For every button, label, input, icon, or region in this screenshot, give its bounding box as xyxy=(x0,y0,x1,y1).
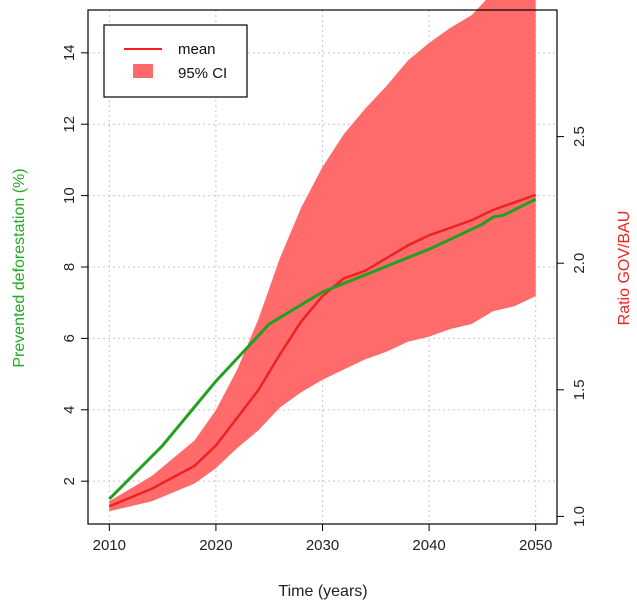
legend-mean-label: mean xyxy=(178,41,216,58)
y-right-tick-label: 2.5 xyxy=(571,126,588,147)
y-left-tick-label: 8 xyxy=(61,263,78,271)
x-tick-label: 2010 xyxy=(93,537,126,554)
prevented-deforestation-line xyxy=(108,197,537,501)
y-axis-right-title: Ratio GOV/BAU xyxy=(616,211,633,326)
y-right-tick-label: 1.5 xyxy=(571,379,588,400)
y-right-tick-label: 2.0 xyxy=(571,253,588,274)
y-left-tick-label: 12 xyxy=(61,116,78,133)
ci-band-95 xyxy=(109,0,536,512)
y-right-tick-label: 1.0 xyxy=(571,506,588,527)
x-tick-label: 2030 xyxy=(306,537,339,554)
y-left-tick-label: 2 xyxy=(61,477,78,485)
x-tick-label: 2040 xyxy=(412,537,445,554)
y-left-tick-label: 6 xyxy=(61,334,78,342)
y-left-tick-label: 10 xyxy=(61,187,78,204)
legend-ci-label: 95% CI xyxy=(178,65,227,82)
legend-box xyxy=(103,24,248,98)
axes: 2010 2020 2030 2040 2050 2 4 6 8 10 12 14 1.0 1.5 2.0 2… xyxy=(61,44,588,554)
legend: mean 95% CI xyxy=(103,24,248,98)
x-tick-label: 2050 xyxy=(519,537,552,554)
y-axis-left-title: Prevented deforestation (%) xyxy=(11,168,28,367)
x-axis-title: Time (years) xyxy=(278,583,367,600)
legend-ci-swatch xyxy=(133,64,153,78)
x-tick-label: 2020 xyxy=(199,537,232,554)
mean-ratio-line xyxy=(108,193,537,508)
y-left-tick-label: 14 xyxy=(61,44,78,61)
y-left-tick-label: 4 xyxy=(61,406,78,414)
